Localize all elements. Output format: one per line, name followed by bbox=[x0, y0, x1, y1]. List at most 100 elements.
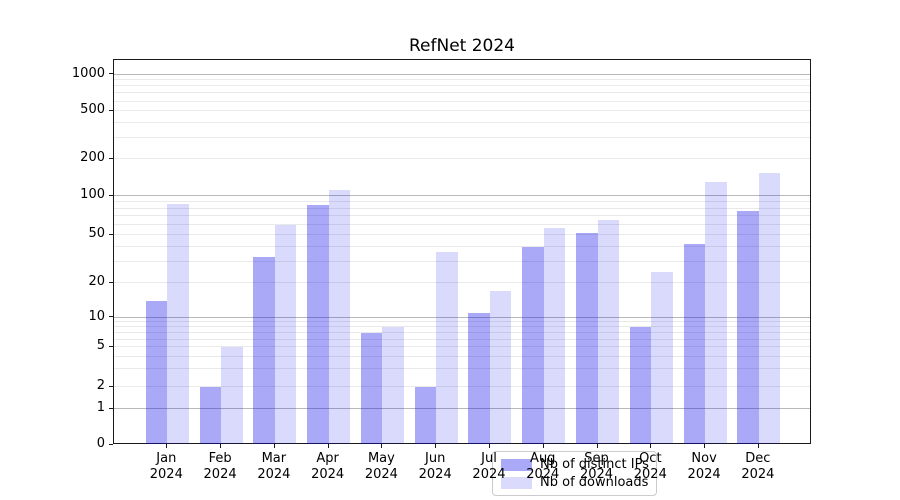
y-tick-label-1000: 1000 bbox=[71, 65, 105, 81]
minor-gridline-2 bbox=[114, 386, 810, 387]
bar-ips-sep bbox=[576, 232, 598, 444]
minor-gridline-500 bbox=[114, 110, 810, 112]
y-tick-label-200: 200 bbox=[80, 150, 105, 165]
minor-gridline-3 bbox=[114, 368, 810, 370]
y-tick-label-1: 1 bbox=[96, 400, 105, 415]
bar-downloads-feb bbox=[221, 347, 243, 444]
minor-gridline-200 bbox=[114, 158, 810, 159]
major-gridline-1000 bbox=[114, 73, 810, 75]
y-tick-mark bbox=[109, 194, 113, 196]
minor-gridline-20 bbox=[114, 282, 810, 284]
x-tick-label-oct: Oct 2024 bbox=[633, 451, 667, 482]
minor-gridline-800 bbox=[114, 85, 810, 87]
y-tick-label-20: 20 bbox=[88, 274, 105, 290]
bar-downloads-may bbox=[382, 327, 404, 444]
bar-ips-aug bbox=[522, 246, 544, 444]
x-tick-mark bbox=[704, 444, 706, 448]
minor-gridline-70 bbox=[114, 215, 810, 217]
y-tick-mark bbox=[109, 109, 113, 111]
bar-ips-nov bbox=[683, 244, 706, 444]
x-tick-label-nov: Nov 2024 bbox=[687, 451, 721, 482]
legend-swatch-downloads bbox=[501, 476, 532, 489]
minor-gridline-300 bbox=[114, 136, 810, 138]
y-tick-mark bbox=[109, 443, 113, 445]
y-tick-mark bbox=[109, 345, 113, 347]
y-tick-label-5: 5 bbox=[96, 338, 105, 354]
y-tick-mark bbox=[109, 316, 113, 318]
minor-gridline-50 bbox=[114, 234, 810, 235]
legend-label-downloads: Nb of downloads bbox=[540, 474, 649, 490]
bar-downloads-dec bbox=[758, 173, 781, 444]
y-tick-label-2: 2 bbox=[96, 378, 105, 393]
y-tick-label-0: 0 bbox=[96, 436, 105, 451]
x-tick-mark bbox=[650, 444, 652, 448]
legend-label-ips: Nb of distinct IPs bbox=[540, 456, 649, 472]
x-tick-label-apr: Apr 2024 bbox=[311, 451, 345, 482]
bar-downloads-jul bbox=[489, 291, 512, 444]
x-tick-mark bbox=[273, 444, 275, 448]
x-tick-mark bbox=[596, 444, 598, 448]
y-tick-mark bbox=[109, 73, 113, 74]
bar-downloads-aug bbox=[543, 227, 566, 444]
x-tick-mark bbox=[166, 444, 168, 448]
bar-downloads-mar bbox=[274, 224, 297, 444]
bar-ips-apr bbox=[307, 205, 329, 444]
x-tick-mark bbox=[327, 444, 329, 448]
bar-downloads-oct bbox=[651, 271, 673, 444]
minor-gridline-600 bbox=[114, 100, 810, 102]
minor-gridline-9 bbox=[114, 321, 810, 323]
legend-box: Nb of distinct IPs Nb of downloads bbox=[492, 451, 657, 496]
x-tick-label-dec: Dec 2024 bbox=[741, 451, 775, 482]
minor-gridline-7 bbox=[114, 331, 810, 333]
x-tick-label-aug: Aug 2024 bbox=[526, 451, 560, 482]
minor-gridline-8 bbox=[114, 326, 810, 328]
x-tick-mark bbox=[488, 444, 490, 448]
bar-ips-mar bbox=[253, 256, 275, 444]
y-tick-mark bbox=[109, 407, 113, 409]
minor-gridline-60 bbox=[114, 223, 810, 225]
x-tick-label-may: May 2024 bbox=[364, 451, 398, 482]
bar-downloads-apr bbox=[328, 189, 351, 444]
bar-ips-jan bbox=[145, 301, 168, 444]
bar-ips-may bbox=[360, 332, 383, 444]
x-tick-label-jul: Jul 2024 bbox=[472, 451, 506, 482]
x-tick-mark bbox=[435, 444, 437, 448]
plot-area: Nb of distinct IPs Nb of downloads bbox=[113, 59, 811, 496]
y-tick-mark bbox=[109, 157, 113, 159]
y-tick-mark bbox=[109, 233, 113, 235]
x-tick-label-mar: Mar 2024 bbox=[257, 451, 291, 482]
minor-gridline-4 bbox=[114, 355, 810, 357]
minor-gridline-90 bbox=[114, 201, 810, 203]
major-gridline-1 bbox=[114, 408, 810, 409]
minor-gridline-6 bbox=[114, 338, 810, 340]
y-tick-label-50: 50 bbox=[88, 226, 105, 241]
y-tick-mark bbox=[109, 385, 113, 387]
x-tick-mark bbox=[542, 444, 544, 448]
bar-ips-jul bbox=[468, 312, 490, 444]
minor-gridline-40 bbox=[114, 245, 810, 247]
x-tick-label-jun: Jun 2024 bbox=[418, 451, 452, 482]
y-tick-label-100: 100 bbox=[80, 187, 105, 203]
minor-gridline-30 bbox=[114, 260, 810, 262]
y-tick-label-500: 500 bbox=[80, 102, 105, 118]
legend-item-downloads: Nb of downloads bbox=[501, 474, 649, 490]
bar-downloads-nov bbox=[705, 182, 727, 444]
x-tick-mark bbox=[757, 444, 759, 448]
bar-downloads-sep bbox=[597, 220, 620, 444]
bar-ips-oct bbox=[629, 327, 652, 444]
x-tick-label-jan: Jan 2024 bbox=[149, 451, 183, 482]
bar-ips-dec bbox=[737, 210, 759, 444]
y-tick-mark bbox=[109, 281, 113, 283]
bar-downloads-jun bbox=[436, 252, 458, 444]
x-tick-label-feb: Feb 2024 bbox=[203, 451, 237, 482]
chart-title: RefNet 2024 bbox=[408, 36, 515, 56]
minor-gridline-5 bbox=[114, 346, 810, 348]
minor-gridline-80 bbox=[114, 207, 810, 209]
bar-ips-jun bbox=[414, 387, 437, 444]
minor-gridline-900 bbox=[114, 79, 810, 81]
major-gridline-10 bbox=[114, 316, 810, 318]
major-gridline-100 bbox=[114, 195, 810, 197]
x-tick-mark bbox=[381, 444, 383, 448]
minor-gridline-700 bbox=[114, 92, 810, 94]
